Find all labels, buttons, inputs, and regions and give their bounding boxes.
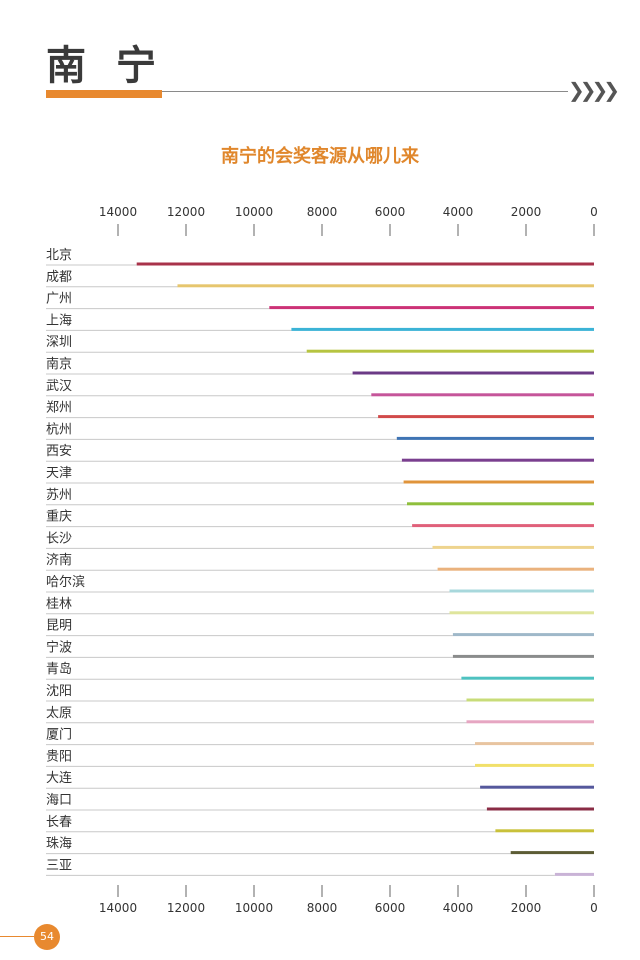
category-label: 广州 (46, 292, 72, 307)
category-label: 济南 (46, 552, 72, 568)
category-label: 重庆 (46, 509, 72, 525)
category-label: 海口 (46, 793, 72, 808)
bar (378, 415, 594, 419)
category-label: 三亚 (46, 858, 72, 873)
x-tick-label-top: 14000 (99, 205, 137, 219)
x-tick-label-top: 4000 (443, 205, 474, 219)
page-title: 南宁 (46, 43, 186, 89)
x-tick-label-bottom: 4000 (443, 901, 474, 915)
category-label: 长春 (46, 815, 72, 830)
x-tick-label-bottom: 12000 (167, 901, 205, 915)
category-label: 沈阳 (46, 684, 72, 699)
x-tick-label-top: 6000 (375, 205, 406, 219)
category-label: 上海 (46, 313, 72, 328)
bar (177, 284, 594, 288)
bar (475, 742, 594, 746)
category-label: 深圳 (46, 335, 72, 350)
category-label: 苏州 (46, 487, 72, 503)
bar (495, 829, 594, 833)
category-label: 青岛 (46, 661, 72, 677)
category-label: 天津 (46, 466, 72, 481)
category-label: 太原 (46, 706, 72, 721)
category-label: 南京 (46, 356, 72, 372)
chevrons-icon: ❯❯❯❯ (568, 78, 620, 102)
category-label: 贵阳 (46, 749, 72, 764)
x-tick-label-bottom: 6000 (375, 901, 406, 915)
bar (371, 393, 594, 397)
category-label: 珠海 (46, 837, 72, 852)
x-tick-label-bottom: 0 (590, 901, 598, 915)
bar (291, 327, 594, 331)
bar (407, 502, 594, 506)
category-label: 哈尔滨 (46, 574, 85, 590)
page-number-rule (0, 936, 34, 937)
bar (510, 851, 594, 855)
x-tick-label-bottom: 2000 (511, 901, 542, 915)
bar (475, 763, 594, 767)
bar (554, 872, 594, 876)
x-tick-label-bottom: 8000 (307, 901, 338, 915)
bar (480, 785, 594, 789)
x-tick-label-bottom: 10000 (235, 901, 273, 915)
bar (412, 524, 594, 528)
x-tick-label-top: 8000 (307, 205, 338, 219)
category-label: 大连 (46, 770, 72, 786)
category-label: 北京 (46, 248, 72, 263)
category-label: 郑州 (46, 401, 72, 416)
x-tick-label-top: 2000 (511, 205, 542, 219)
bar (449, 589, 594, 593)
bar (452, 633, 594, 637)
bar (306, 349, 594, 353)
bar (136, 262, 594, 266)
bar (449, 611, 594, 615)
x-tick-label-top: 10000 (235, 205, 273, 219)
category-label: 昆明 (46, 619, 72, 634)
bar (437, 567, 594, 571)
category-label: 宁波 (46, 639, 72, 655)
x-tick-label-top: 0 (590, 205, 598, 219)
category-label: 西安 (46, 444, 72, 459)
bar (452, 654, 594, 658)
chart-title: 南宁的会奖客源从哪儿来 (221, 146, 419, 167)
category-label: 武汉 (46, 379, 72, 394)
page-number: 54 (34, 924, 60, 950)
bar (461, 676, 594, 680)
title-rule (46, 91, 568, 92)
bar (269, 306, 594, 310)
x-tick-label-bottom: 14000 (99, 901, 137, 915)
category-label: 长沙 (46, 531, 72, 546)
bar (401, 458, 594, 462)
bar (466, 698, 594, 702)
bar (486, 807, 594, 811)
category-label: 桂林 (46, 597, 72, 612)
category-label: 杭州 (46, 422, 72, 437)
bar (466, 720, 594, 724)
bar (396, 436, 594, 440)
bar (403, 480, 594, 484)
x-tick-label-top: 12000 (167, 205, 205, 219)
category-label: 成都 (46, 270, 72, 285)
bar (432, 545, 594, 549)
bar (352, 371, 594, 375)
category-label: 厦门 (46, 728, 72, 743)
title-accent-bar (46, 90, 162, 98)
